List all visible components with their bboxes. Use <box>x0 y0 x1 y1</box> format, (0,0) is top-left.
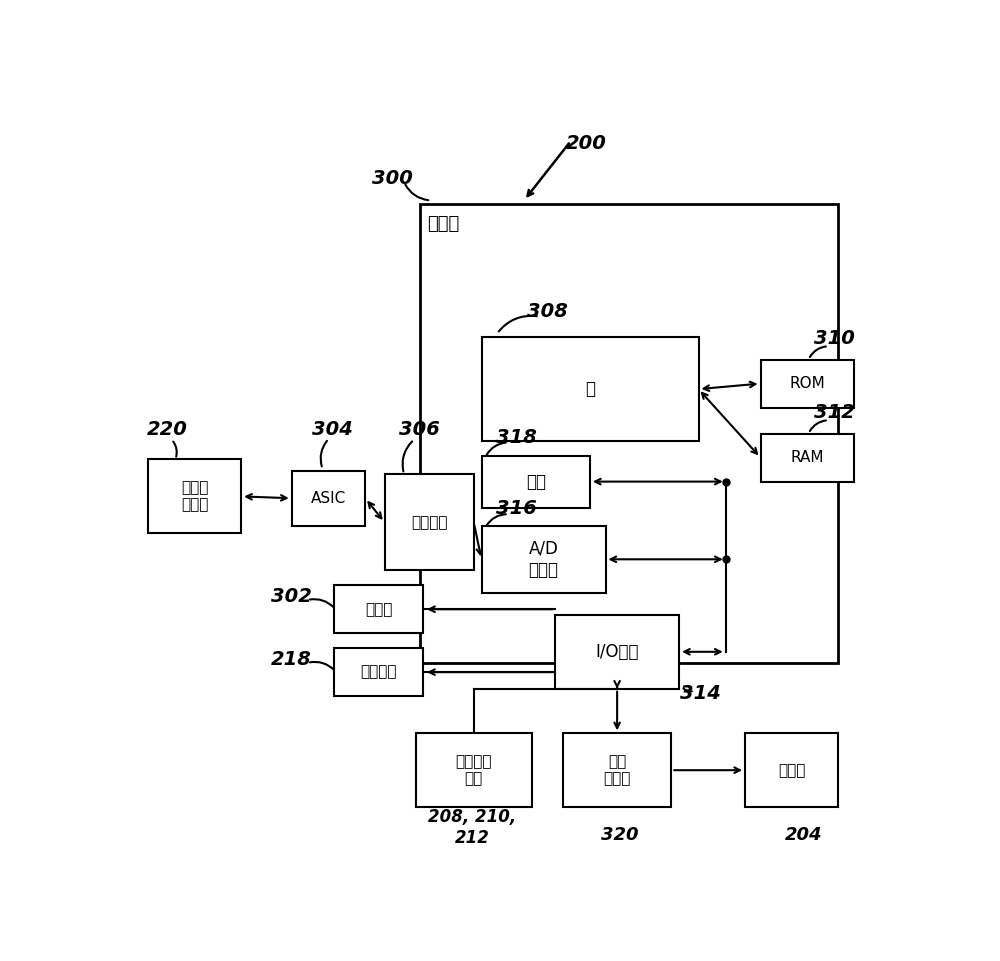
Text: 处理器: 处理器 <box>427 215 460 234</box>
Text: 208, 210,
212: 208, 210, 212 <box>428 808 516 847</box>
Text: RAM: RAM <box>790 450 824 465</box>
Text: 芯: 芯 <box>585 381 595 398</box>
Text: 时钟: 时钟 <box>526 473 546 491</box>
FancyBboxPatch shape <box>482 526 606 593</box>
FancyBboxPatch shape <box>563 733 671 807</box>
Text: 220: 220 <box>147 420 188 439</box>
FancyBboxPatch shape <box>745 733 838 807</box>
FancyBboxPatch shape <box>420 204 838 663</box>
FancyBboxPatch shape <box>385 474 474 571</box>
Text: 316: 316 <box>496 500 537 519</box>
Text: 显示
驱动器: 显示 驱动器 <box>603 754 631 786</box>
Text: 300: 300 <box>372 169 413 187</box>
Text: 306: 306 <box>399 420 440 439</box>
Text: ROM: ROM <box>789 376 825 391</box>
FancyBboxPatch shape <box>334 585 423 633</box>
Text: 312: 312 <box>814 404 855 422</box>
Text: 308: 308 <box>527 302 568 321</box>
Text: 数据端口: 数据端口 <box>361 665 397 679</box>
Text: 200: 200 <box>566 134 607 153</box>
Text: 314: 314 <box>680 684 720 703</box>
FancyBboxPatch shape <box>416 733 532 807</box>
Text: 显示器: 显示器 <box>778 763 805 777</box>
Text: 用户界面
按鈕: 用户界面 按鈕 <box>456 754 492 786</box>
Text: 302: 302 <box>271 587 312 605</box>
Text: 320: 320 <box>601 825 638 844</box>
Text: 204: 204 <box>784 825 822 844</box>
FancyBboxPatch shape <box>334 648 423 696</box>
Text: 318: 318 <box>496 428 537 447</box>
Text: 218: 218 <box>271 650 312 669</box>
Text: ASIC: ASIC <box>311 491 346 505</box>
Text: I/O端口: I/O端口 <box>595 643 639 661</box>
FancyBboxPatch shape <box>482 337 698 441</box>
FancyBboxPatch shape <box>761 359 854 407</box>
FancyBboxPatch shape <box>292 471 365 526</box>
Text: 存储器: 存储器 <box>365 602 392 617</box>
Text: A/D
转换器: A/D 转换器 <box>528 540 558 579</box>
FancyBboxPatch shape <box>555 615 679 689</box>
Text: 310: 310 <box>814 330 855 348</box>
Text: 模拟接口: 模拟接口 <box>411 515 447 530</box>
FancyBboxPatch shape <box>761 433 854 481</box>
Text: 304: 304 <box>312 420 353 439</box>
FancyBboxPatch shape <box>148 459 241 533</box>
Text: 条端口
连接器: 条端口 连接器 <box>181 480 208 512</box>
FancyBboxPatch shape <box>482 456 590 507</box>
